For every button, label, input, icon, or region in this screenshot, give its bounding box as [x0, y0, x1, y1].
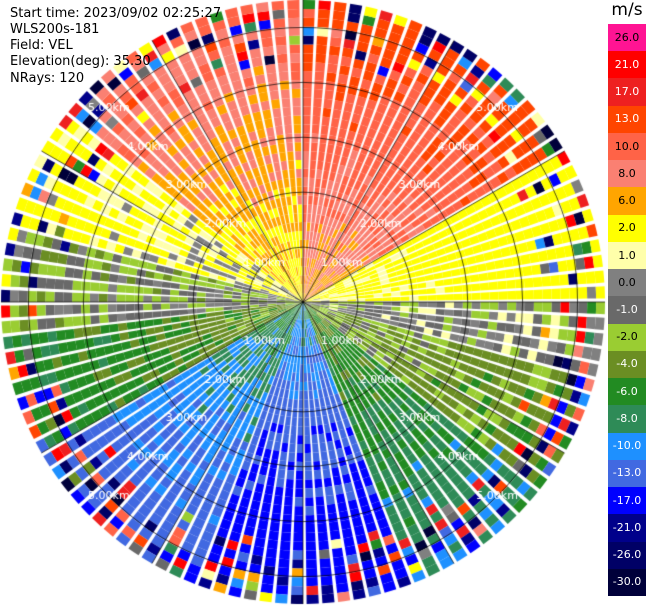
colorbar-swatch: [608, 405, 646, 434]
elevation-value: 35.30: [113, 54, 151, 69]
colorbar-tick-label: -30.0: [612, 575, 642, 589]
elevation-label: Elevation(deg):: [10, 54, 110, 69]
colorbar-swatch: [608, 487, 646, 515]
colorbar-tick-label: 10.0: [614, 139, 640, 153]
colorbar-tick-label: 2.0: [618, 221, 636, 235]
colorbar-tick-label: -21.0: [612, 520, 642, 534]
colorbar-tick-label: -26.0: [612, 548, 642, 562]
colorbar-tick-label: 6.0: [618, 194, 636, 208]
colorbar-swatch: [608, 269, 646, 297]
colorbar-tick-label: -17.0: [612, 493, 642, 507]
colorbar-swatch: [608, 432, 646, 461]
field-line: Field: VEL: [10, 38, 73, 53]
nrays-line: NRays: 120: [10, 71, 84, 86]
field-label: Field:: [10, 38, 45, 53]
colorbar-tick-label: -2.0: [616, 330, 638, 344]
colorbar-tick-label: -4.0: [616, 357, 638, 371]
colorbar-swatch: [608, 105, 646, 134]
colorbar-swatch: [608, 132, 646, 161]
colorbar-tick-label: 26.0: [614, 30, 640, 44]
colorbar-tick-label: 1.0: [618, 248, 636, 262]
nrays-value: 120: [59, 71, 85, 86]
colorbar-swatch: [608, 459, 646, 488]
colorbar-swatch: [608, 24, 646, 52]
colorbar-tick-label: -10.0: [612, 439, 642, 453]
colorbar-unit: m/s: [611, 0, 643, 20]
start-time-label: Start time:: [10, 6, 80, 21]
ppi-velocity-plot: [0, 0, 608, 607]
start-time-value: 2023/09/02 02:25:27: [83, 6, 222, 21]
colorbar-swatch: [608, 241, 646, 270]
field-value: VEL: [48, 38, 73, 53]
colorbar-swatch: [608, 214, 646, 243]
colorbar-tick-label: -8.0: [616, 411, 638, 425]
colorbar-swatch: [608, 568, 646, 597]
colorbar: [608, 24, 646, 597]
elevation-line: Elevation(deg): 35.30: [10, 54, 151, 69]
colorbar-tick-label: -13.0: [612, 466, 642, 480]
colorbar-swatch: [608, 78, 646, 107]
colorbar-tick-label: -6.0: [616, 384, 638, 398]
colorbar-tick-label: 17.0: [614, 85, 640, 99]
colorbar-tick-label: 8.0: [618, 166, 636, 180]
colorbar-swatch: [608, 51, 646, 79]
colorbar-swatch: [608, 160, 646, 188]
colorbar-swatch: [608, 378, 646, 406]
colorbar-swatch: [608, 541, 646, 570]
start-time-line: Start time: 2023/09/02 02:25:27: [10, 6, 221, 21]
colorbar-tick-label: 13.0: [614, 112, 640, 126]
colorbar-swatch: [608, 514, 646, 543]
colorbar-swatch: [608, 296, 646, 325]
instrument-name: WLS200s-181: [10, 22, 100, 37]
colorbar-swatch: [608, 323, 646, 352]
colorbar-swatch: [608, 350, 646, 379]
colorbar-tick-label: -1.0: [616, 303, 638, 316]
colorbar-swatch: [608, 187, 646, 216]
nrays-label: NRays:: [10, 71, 56, 86]
colorbar-tick-label: 21.0: [614, 57, 640, 71]
colorbar-tick-label: 0.0: [618, 275, 636, 289]
